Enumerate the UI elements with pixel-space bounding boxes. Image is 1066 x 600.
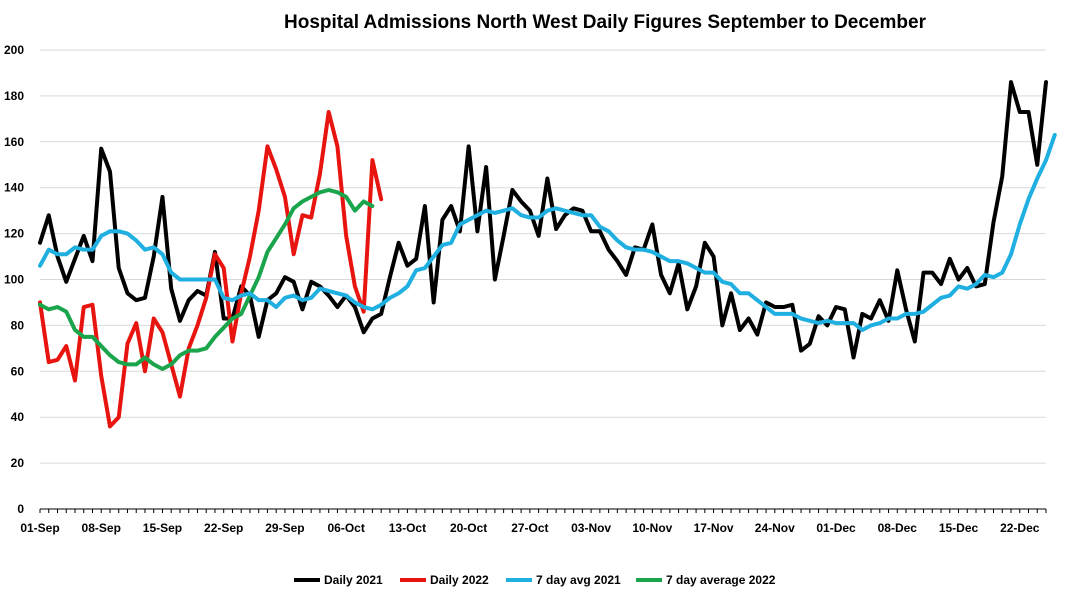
series-line-daily-2022 — [38, 109, 384, 429]
legend-label: 7 day average 2022 — [666, 573, 776, 587]
series-lines — [38, 80, 1057, 429]
y-tick-label: 180 — [4, 89, 24, 103]
legend-label: Daily 2022 — [430, 573, 489, 587]
y-tick-label: 60 — [11, 364, 25, 378]
y-tick-label: 100 — [4, 273, 24, 287]
y-tick-label: 20 — [11, 456, 25, 470]
series-line-7-day-average-2022 — [38, 188, 375, 371]
x-tick-label: 01-Dec — [816, 521, 856, 535]
series-line-7-day-avg-2021 — [38, 132, 1057, 332]
y-tick-label: 120 — [4, 227, 24, 241]
y-tick-label: 0 — [17, 502, 24, 516]
x-tick-label: 10-Nov — [632, 521, 672, 535]
x-tick-label: 15-Sep — [143, 521, 182, 535]
y-tick-label: 40 — [11, 410, 25, 424]
y-axis: 0 20 40 60 80 100 120 140 160 180 200 — [4, 43, 24, 516]
x-tick-label: 03-Nov — [571, 521, 611, 535]
chart-title: Hospital Admissions North West Daily Fig… — [284, 12, 927, 33]
x-tick-label: 22-Sep — [204, 521, 243, 535]
y-tick-label: 80 — [11, 318, 25, 332]
x-tick-label: 15-Dec — [939, 521, 979, 535]
series-line-daily-2021 — [38, 80, 1048, 360]
legend-item-daily-2021: Daily 2021 — [294, 573, 383, 587]
x-tick-label: 24-Nov — [755, 521, 795, 535]
x-tick-label: 06-Oct — [327, 521, 364, 535]
x-tick-label: 13-Oct — [389, 521, 426, 535]
x-tick-label: 08-Dec — [878, 521, 918, 535]
y-tick-label: 160 — [4, 135, 24, 149]
x-tick-label: 22-Dec — [1000, 521, 1040, 535]
legend-label: Daily 2021 — [324, 573, 383, 587]
x-axis: 01-Sep 08-Sep 15-Sep 22-Sep 29-Sep 06-Oct 13-O… — [20, 508, 1047, 535]
legend-item-daily-2022: Daily 2022 — [400, 573, 489, 587]
y-tick-label: 140 — [4, 181, 24, 195]
x-tick-label: 29-Sep — [265, 521, 304, 535]
legend-item-7-day-avg-2021: 7 day avg 2021 — [506, 573, 621, 587]
y-tick-label: 200 — [4, 43, 24, 57]
x-tick-label: 27-Oct — [511, 521, 548, 535]
x-tick-label: 17-Nov — [694, 521, 734, 535]
x-tick-label: 01-Sep — [20, 521, 59, 535]
legend: Daily 2021 Daily 2022 7 day avg 2021 7 day … — [294, 573, 776, 587]
x-tick-label: 20-Oct — [450, 521, 487, 535]
x-tick-label: 08-Sep — [82, 521, 121, 535]
gridlines — [40, 49, 1046, 464]
legend-label: 7 day avg 2021 — [536, 573, 621, 587]
legend-item-7-day-average-2022: 7 day average 2022 — [636, 573, 776, 587]
